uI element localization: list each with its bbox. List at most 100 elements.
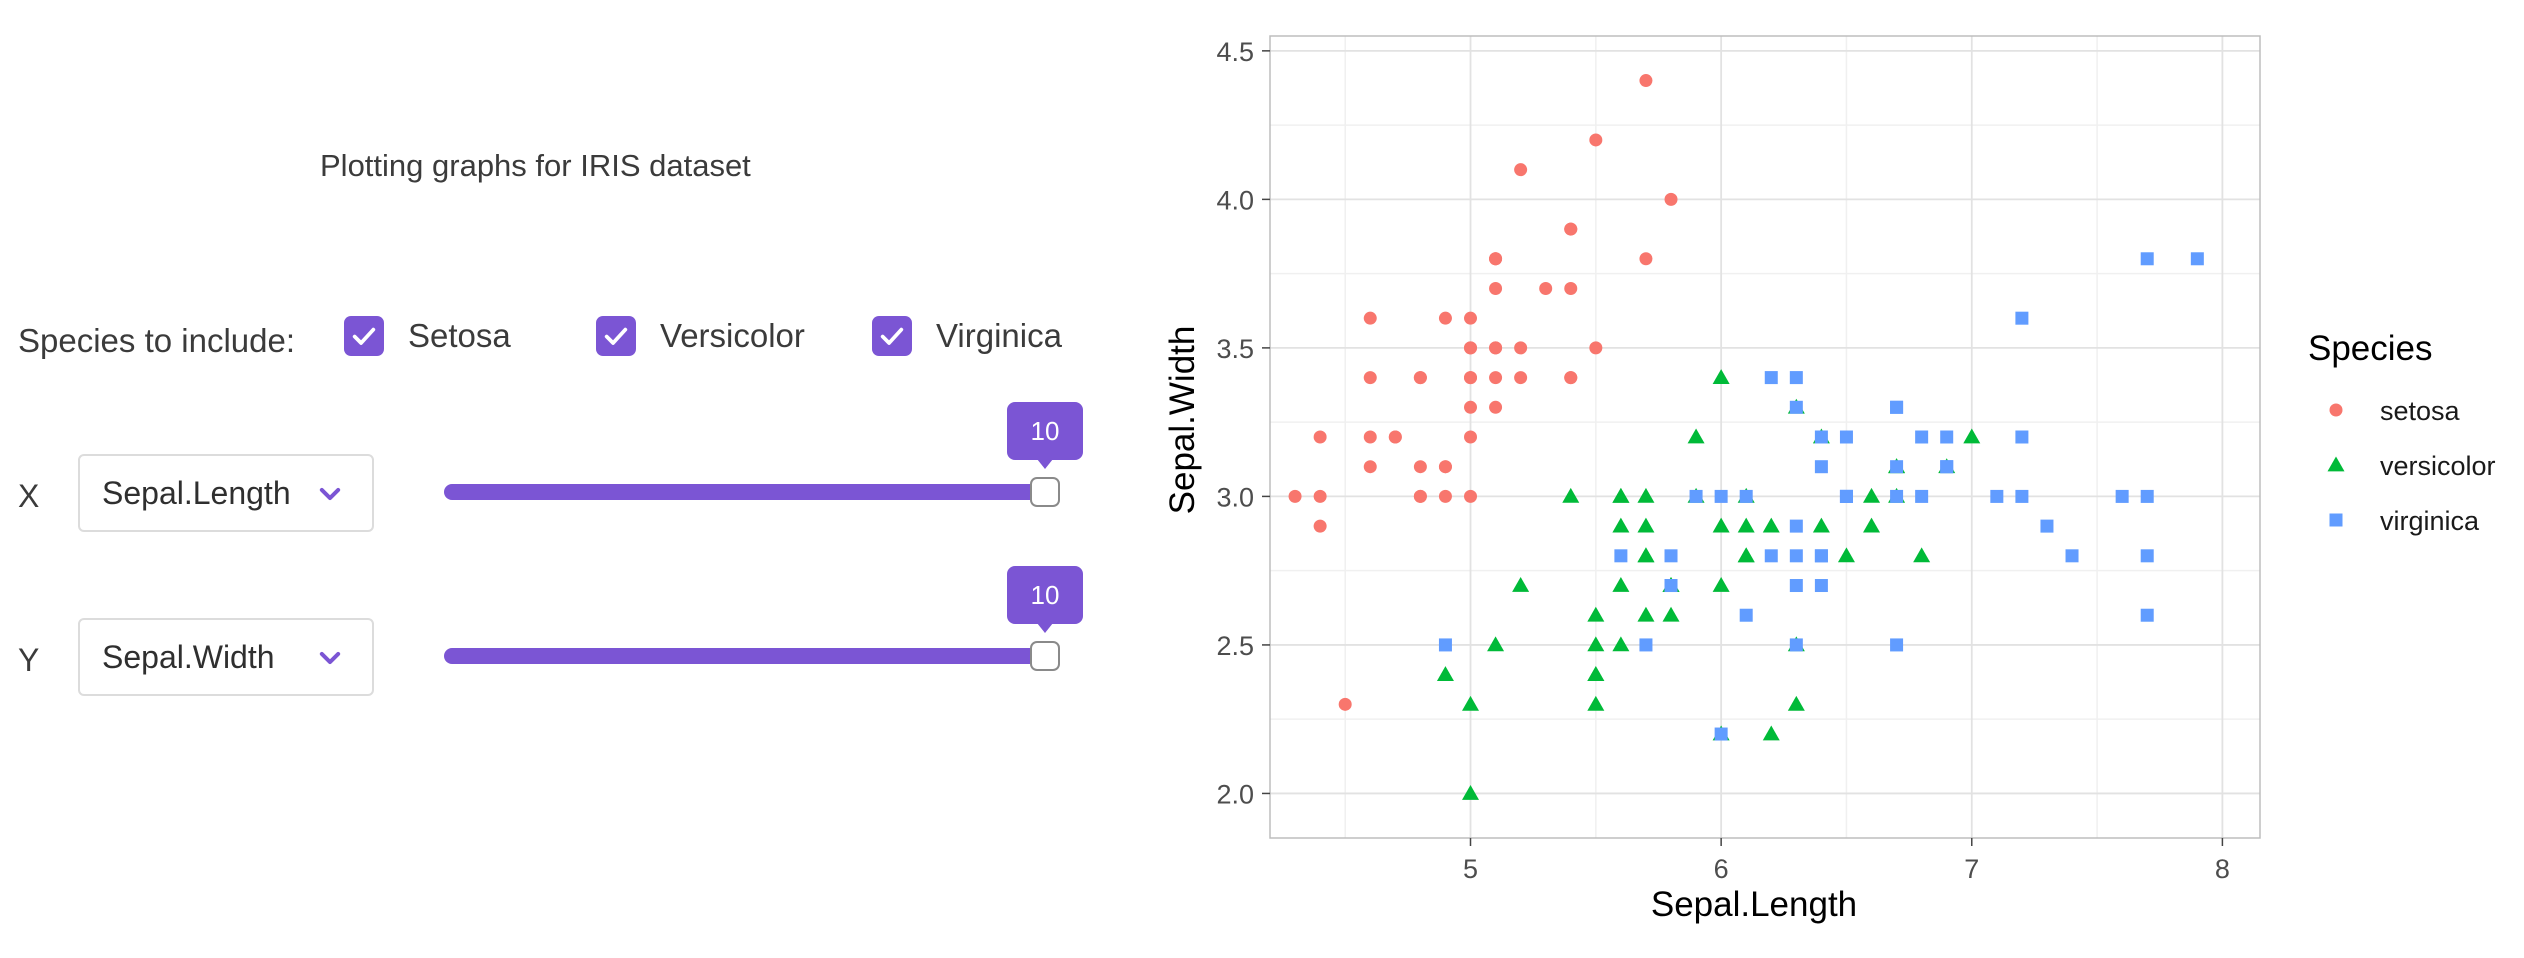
versicolor-point (1462, 784, 1480, 800)
x-axis-label: X (18, 478, 40, 514)
virginica-point (1714, 489, 1728, 503)
versicolor-point (1762, 725, 1780, 741)
x-variable-select[interactable]: Sepal.Length (78, 454, 374, 532)
setosa-point (1338, 697, 1352, 711)
virginica-point (1789, 549, 1803, 563)
scatter-plot: 5 6 7 8 2.0 2.5 3.0 3.5 4.0 4.5 Sepal.Length Sep… (1163, 35, 2496, 924)
y-tick-label: 2.5 (1216, 631, 1254, 661)
virginica-point (1438, 638, 1452, 652)
setosa-point (1564, 281, 1578, 295)
x-axis-ticks: 5 6 7 8 (1463, 838, 2230, 884)
virginica-point (2140, 549, 2154, 563)
x-variable-value: Sepal.Length (102, 474, 291, 511)
x-slider-handle[interactable] (1030, 477, 1060, 507)
x-slider-track[interactable] (444, 484, 1044, 500)
virginica-point (1990, 489, 2004, 503)
setosa-point (1639, 252, 1653, 266)
versicolor-point (1712, 577, 1730, 592)
versicolor-point (1637, 606, 1655, 622)
checkbox-checked-icon[interactable] (344, 316, 384, 356)
virginica-point (2015, 430, 2029, 444)
checkbox-label-versicolor: Versicolor (660, 317, 805, 354)
setosa-point (1313, 489, 1327, 503)
setosa-point (1514, 163, 1528, 177)
y-tick-label: 4.0 (1216, 185, 1254, 215)
virginica-point (1639, 638, 1653, 652)
setosa-point (1564, 222, 1578, 236)
versicolor-point (1963, 428, 1981, 444)
virginica-point (1915, 489, 1929, 503)
versicolor-point (1762, 517, 1780, 533)
versicolor-point (1737, 547, 1755, 563)
y-variable-select[interactable]: Sepal.Width (78, 618, 374, 696)
setosa-point (1313, 519, 1327, 533)
versicolor-point (1712, 369, 1730, 384)
legend-label-versicolor: versicolor (2380, 451, 2496, 481)
versicolor-point (1587, 606, 1605, 622)
setosa-point (1438, 489, 1452, 503)
setosa-point (1664, 192, 1678, 206)
setosa-point (1288, 489, 1302, 503)
virginica-point (1764, 549, 1778, 563)
setosa-point (1363, 371, 1377, 385)
setosa-point (1464, 489, 1478, 503)
legend-key-virginica (2329, 513, 2343, 527)
versicolor-point (1637, 547, 1655, 563)
checkbox-versicolor[interactable]: Versicolor (596, 314, 805, 358)
checkbox-checked-icon[interactable] (596, 316, 636, 356)
virginica-point (1739, 608, 1753, 622)
y-slider-handle[interactable] (1030, 641, 1060, 671)
checkbox-label-virginica: Virginica (936, 317, 1062, 354)
versicolor-point (1462, 695, 1480, 711)
setosa-point (1539, 281, 1553, 295)
virginica-point (1739, 489, 1753, 503)
plot-points (1288, 74, 2204, 800)
versicolor-point (1712, 517, 1730, 533)
plot-grid-minor (1270, 36, 2260, 838)
versicolor-point (1512, 577, 1530, 592)
virginica-point (1890, 460, 1904, 474)
virginica-point (1940, 460, 1954, 474)
checkbox-setosa[interactable]: Setosa (344, 314, 511, 358)
setosa-point (1413, 371, 1427, 385)
setosa-point (1639, 74, 1653, 88)
setosa-point (1464, 430, 1478, 444)
virginica-point (1890, 638, 1904, 652)
chevron-down-icon (319, 487, 341, 501)
setosa-point (1388, 430, 1402, 444)
setosa-point (1489, 341, 1503, 355)
setosa-point (1438, 460, 1452, 474)
y-axis-title: Sepal.Width (1163, 326, 1202, 515)
virginica-point (1714, 727, 1728, 741)
versicolor-point (1487, 636, 1505, 652)
virginica-point (2040, 519, 2054, 533)
checkbox-virginica[interactable]: Virginica (872, 314, 1062, 358)
virginica-point (1664, 579, 1678, 593)
setosa-point (1313, 430, 1327, 444)
virginica-point (2065, 549, 2079, 563)
setosa-point (1589, 133, 1603, 147)
virginica-point (1890, 489, 1904, 503)
versicolor-point (1562, 487, 1580, 503)
legend-key-setosa (2329, 403, 2343, 417)
x-tick-label: 7 (1964, 854, 1979, 884)
versicolor-point (1662, 606, 1680, 622)
virginica-point (1940, 430, 1954, 444)
setosa-point (1363, 460, 1377, 474)
y-slider-track[interactable] (444, 648, 1044, 664)
versicolor-point (1587, 636, 1605, 652)
checkbox-checked-icon[interactable] (872, 316, 912, 356)
setosa-point (1413, 460, 1427, 474)
versicolor-point (1913, 547, 1931, 563)
chevron-down-icon (319, 651, 341, 665)
versicolor-point (1436, 666, 1454, 682)
setosa-point (1363, 430, 1377, 444)
versicolor-point (1737, 517, 1755, 533)
setosa-point (1489, 252, 1503, 266)
virginica-point (1839, 489, 1853, 503)
versicolor-point (1863, 487, 1881, 503)
y-tick-label: 2.0 (1216, 779, 1254, 809)
legend-label-setosa: setosa (2380, 396, 2461, 426)
series-setosa (1288, 74, 1678, 711)
y-axis-ticks: 2.0 2.5 3.0 3.5 4.0 4.5 (1216, 37, 1270, 809)
